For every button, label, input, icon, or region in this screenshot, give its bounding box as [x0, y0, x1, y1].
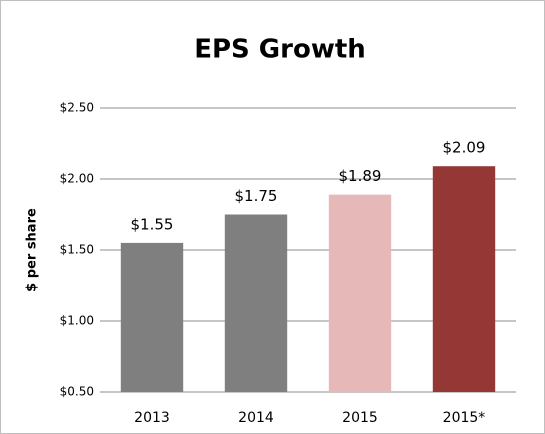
- x-tick-label: 2015: [342, 410, 378, 426]
- y-axis-label: $ per share: [25, 208, 40, 292]
- y-tick-label: $0.50: [60, 385, 94, 399]
- data-label: $2.09: [443, 139, 486, 157]
- data-label: $1.75: [235, 187, 278, 205]
- bar: [120, 242, 184, 392]
- chart-title: EPS Growth: [194, 35, 366, 65]
- y-tick-label: $2.50: [60, 101, 94, 115]
- data-label: $1.89: [339, 167, 382, 185]
- x-tick-label: 2013: [134, 410, 170, 426]
- x-tick-label: 2014: [238, 410, 274, 426]
- bar: [224, 214, 288, 392]
- data-label: $1.55: [131, 215, 174, 233]
- x-tick-label: 2015*: [443, 410, 486, 426]
- y-tick-label: $2.00: [60, 172, 94, 186]
- bar: [328, 194, 392, 392]
- bar: [432, 166, 496, 392]
- y-tick-label: $1.50: [60, 243, 94, 257]
- y-tick-label: $1.00: [60, 314, 94, 328]
